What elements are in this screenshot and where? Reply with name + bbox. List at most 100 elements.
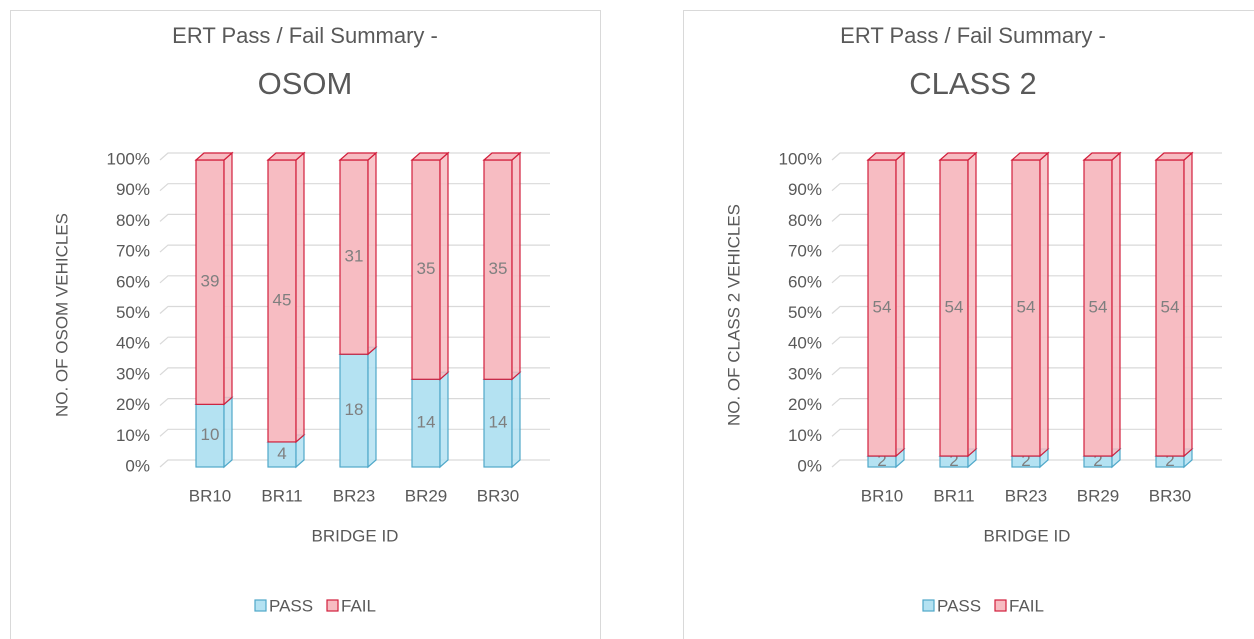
y-tick-label: 40%: [788, 334, 822, 353]
y-tick-label: 0%: [797, 456, 822, 475]
bar: [195, 403, 225, 468]
x-tick-label: BR29: [1077, 486, 1120, 505]
bar-top: [866, 152, 906, 161]
x-tick-label: BR23: [333, 486, 376, 505]
chart-title: ERT Pass / Fail Summary -: [172, 23, 438, 48]
data-label: 54: [945, 298, 964, 317]
y-tick-label: 10%: [116, 426, 150, 445]
bar-side: [295, 151, 305, 444]
y-tick-label: 80%: [116, 211, 150, 230]
bar-side: [511, 370, 521, 469]
bar-top: [338, 152, 378, 161]
data-label: 35: [417, 259, 436, 278]
y-tick-label: 30%: [788, 364, 822, 383]
y-axis-title: NO. OF OSOM VEHICLES: [52, 213, 71, 417]
bar-side: [223, 151, 233, 406]
bar: [1011, 159, 1041, 457]
data-label: 54: [1161, 298, 1180, 317]
data-label: 18: [345, 400, 364, 419]
bar-side: [223, 396, 233, 469]
y-tick-label: 60%: [116, 272, 150, 291]
x-tick-label: BR30: [1149, 486, 1192, 505]
bar-side: [1039, 151, 1049, 458]
bar-side: [895, 151, 905, 458]
bar: [267, 159, 297, 443]
y-tick-label: 40%: [116, 334, 150, 353]
bar-top: [266, 152, 306, 161]
bar-top: [1082, 152, 1122, 161]
data-label: 2: [1165, 451, 1174, 470]
y-tick-label: 50%: [116, 303, 150, 322]
bar-top: [482, 152, 522, 161]
y-tick-label: 70%: [788, 242, 822, 261]
bar-top: [1154, 152, 1194, 161]
data-label: 45: [273, 290, 292, 309]
data-label: 2: [1021, 451, 1030, 470]
y-tick-label: 30%: [116, 364, 150, 383]
data-label: 10: [201, 425, 220, 444]
bar: [1155, 159, 1185, 457]
data-label: 39: [201, 272, 220, 291]
bar: [939, 159, 969, 457]
bar: [1083, 159, 1113, 457]
bar-side: [1183, 151, 1193, 458]
legend-label: PASS: [269, 596, 313, 615]
legend-swatch: [994, 599, 1007, 612]
bar-side: [367, 151, 377, 356]
x-tick-label: BR30: [477, 486, 520, 505]
bar-side: [367, 345, 377, 469]
y-tick-label: 100%: [107, 149, 150, 168]
bar: [867, 159, 897, 457]
data-label: 2: [1093, 451, 1102, 470]
data-label: 54: [1017, 298, 1036, 317]
bar-top: [1010, 152, 1050, 161]
legend-swatch: [254, 599, 267, 612]
y-tick-label: 90%: [116, 180, 150, 199]
legend-label: FAIL: [1009, 596, 1044, 615]
data-label: 14: [489, 413, 508, 432]
legend-label: FAIL: [341, 596, 376, 615]
x-tick-label: BR10: [189, 486, 232, 505]
legend-label: PASS: [937, 596, 981, 615]
data-label: 2: [877, 451, 886, 470]
y-tick-label: 80%: [788, 211, 822, 230]
x-tick-label: BR29: [405, 486, 448, 505]
bar-side: [967, 151, 977, 458]
data-label: 31: [345, 247, 364, 266]
x-axis-title: BRIDGE ID: [984, 526, 1071, 545]
data-label: 35: [489, 259, 508, 278]
x-tick-label: BR10: [861, 486, 904, 505]
x-tick-label: BR11: [933, 486, 974, 505]
y-tick-label: 60%: [788, 272, 822, 291]
bar-top: [194, 152, 234, 161]
y-tick-label: 20%: [788, 395, 822, 414]
bar-top: [410, 152, 450, 161]
bar-side: [1111, 151, 1121, 458]
x-tick-label: BR11: [261, 486, 302, 505]
bar-side: [439, 370, 449, 469]
data-label: 54: [873, 298, 892, 317]
y-tick-label: 90%: [788, 180, 822, 199]
y-axis-title: NO. OF CLASS 2 VEHICLES: [724, 204, 743, 426]
bar: [483, 378, 513, 468]
data-label: 2: [949, 451, 958, 470]
data-label: 4: [277, 444, 286, 463]
y-tick-label: 10%: [788, 426, 822, 445]
chart-subtitle: OSOM: [258, 66, 353, 101]
data-label: 54: [1089, 298, 1108, 317]
legend-swatch: [922, 599, 935, 612]
y-tick-label: 20%: [116, 395, 150, 414]
data-label: 14: [417, 413, 436, 432]
bar-side: [511, 151, 521, 381]
legend-swatch: [326, 599, 339, 612]
chart-subtitle: CLASS 2: [909, 66, 1037, 101]
bar-top: [938, 152, 978, 161]
x-axis-title: BRIDGE ID: [312, 526, 399, 545]
y-tick-label: 100%: [779, 149, 822, 168]
y-tick-label: 70%: [116, 242, 150, 261]
x-tick-label: BR23: [1005, 486, 1048, 505]
bar-side: [439, 151, 449, 381]
bar: [195, 159, 225, 405]
